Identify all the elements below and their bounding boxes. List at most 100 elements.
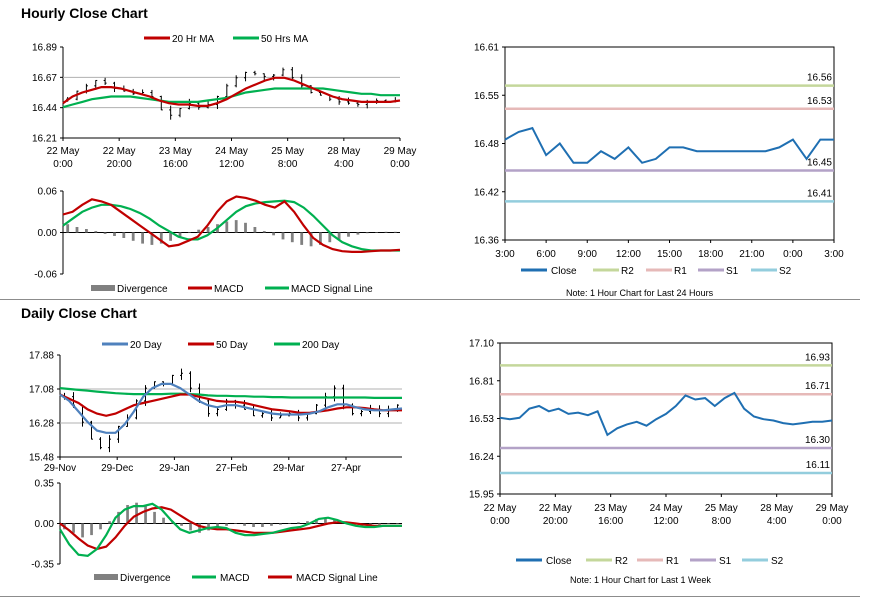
daily-divergence-bar — [297, 522, 300, 524]
daily-divergence-bar — [216, 523, 219, 529]
legend-s1: S1 — [726, 266, 739, 277]
hourly-price-x-tick-label: 22 May — [103, 146, 136, 157]
daily-divergence-bar — [162, 517, 165, 524]
series-20-day-line — [59, 382, 403, 434]
hourly-price-x-tick-label: 8:00 — [278, 159, 298, 170]
hourly-close-y-tick-label: 16.55 — [474, 91, 499, 102]
hourly-divergence-bar — [337, 232, 341, 240]
daily-close-level-s1-label: 16.30 — [805, 435, 830, 446]
daily-section-title: Daily Close Chart — [21, 305, 137, 321]
hourly-close-x-tick-label: 18:00 — [698, 249, 723, 260]
series-50hrs-ma-line — [62, 87, 400, 109]
daily-close-y-tick-label: 16.81 — [469, 376, 494, 387]
hourly-divergence-bar — [188, 232, 191, 233]
hourly-divergence-bar — [262, 231, 266, 233]
daily-close-x-tick-label: 24 May — [650, 503, 683, 514]
hourly-price-x-tick-label: 0:00 — [390, 159, 410, 170]
daily-price-x-tick-label: 29-Jan — [159, 463, 190, 474]
legend-s2: S2 — [779, 266, 792, 277]
hourly-section-title: Hourly Close Chart — [21, 5, 148, 21]
hourly-close-close-line — [504, 126, 834, 164]
hourly-divergence-bar — [159, 232, 163, 244]
legend-signal: MACD Signal Line — [291, 284, 373, 295]
hourly-close-legend: Close R2 R1 S1 S2 Note: 1 Hour Chart for… — [521, 266, 792, 298]
daily-divergence-bar — [324, 517, 327, 524]
hourly-price-x-tick-label: 23 May — [159, 146, 192, 157]
series-200-day-line — [59, 387, 402, 399]
hourly-price-x-tick-label: 25 May — [271, 146, 304, 157]
hourly-divergence-bar — [131, 232, 135, 241]
daily-close-y-tick-label: 16.53 — [469, 414, 494, 425]
daily-close-x-tick-label: 20:00 — [543, 516, 568, 527]
hourly-divergence-bar — [384, 231, 388, 233]
hourly-divergence-bar — [150, 232, 154, 245]
daily-price-y-tick-label: 17.88 — [29, 351, 54, 362]
daily-divergence-bar — [153, 511, 156, 524]
legend-50hrs-ma: 50 Hrs MA — [261, 34, 309, 45]
legend-divergence-swatch — [94, 574, 118, 580]
hourly-macd-y-tick-label: 0.00 — [38, 228, 58, 239]
legend-200-day: 200 Day — [302, 340, 339, 351]
hourly-divergence-bar — [122, 232, 126, 238]
daily-price-x-tick-label: 27-Feb — [216, 463, 248, 474]
hourly-price-x-tick-label: 4:00 — [334, 159, 354, 170]
hourly-close-level-r1-label: 16.53 — [807, 96, 832, 107]
daily-divergence-bar — [387, 523, 390, 524]
legend-20-day: 20 Day — [130, 340, 162, 351]
hourly-close-y-tick-label: 16.61 — [474, 43, 499, 54]
hourly-divergence-bar — [206, 227, 210, 233]
daily-close-x-tick-label: 28 May — [760, 503, 793, 514]
daily-close-x-tick-label: 0:00 — [490, 516, 510, 527]
legend-50-day: 50 Day — [216, 340, 248, 351]
daily-price-x-tick-label: 29-Nov — [44, 463, 76, 474]
bottom-divider — [0, 596, 860, 597]
daily-divergence-bar — [252, 523, 255, 527]
hourly-divergence-bar — [328, 232, 332, 243]
hourly-price-x-tick-label: 22 May — [47, 146, 80, 157]
hourly-divergence-bar — [244, 222, 247, 233]
hourly-close-x-tick-label: 15:00 — [657, 249, 682, 260]
hourly-price-y-tick-label: 16.89 — [32, 43, 57, 54]
daily-price-x-tick-label: 27-Apr — [331, 463, 362, 474]
hourly-macd-y-tick-label: 0.06 — [38, 187, 58, 198]
daily-price-y-tick-label: 17.08 — [29, 385, 54, 396]
daily-close-x-tick-label: 8:00 — [712, 516, 732, 527]
daily-macd-y-tick-label: -0.35 — [31, 560, 54, 571]
legend-20hr-ma: 20 Hr MA — [172, 34, 215, 45]
daily-price-y-tick-label: 16.28 — [29, 419, 54, 430]
hourly-divergence-bar — [281, 232, 285, 240]
hourly-ma-legend: 20 Hr MA 50 Hrs MA — [144, 34, 309, 45]
legend-r1: R1 — [674, 266, 687, 277]
daily-price-x-tick-label: 29-Dec — [101, 463, 133, 474]
daily-divergence-bar — [144, 506, 147, 524]
hourly-close-level-s2-label: 16.41 — [807, 188, 832, 199]
hourly-divergence-bar — [141, 232, 144, 244]
daily-divergence-bar — [198, 523, 201, 533]
daily-divergence-bar — [288, 523, 291, 524]
legend-macd: MACD — [214, 284, 243, 295]
hourly-price-x-tick-label: 28 May — [327, 146, 360, 157]
daily-close-legend: Close R2 R1 S1 S2 Note: 1 Hour Chart for… — [516, 556, 784, 585]
hourly-divergence-bar — [309, 232, 313, 247]
hourly-divergence-bar — [66, 224, 70, 233]
section-divider — [0, 299, 860, 300]
daily-divergence-bar — [333, 518, 336, 524]
series-macd-line — [62, 195, 401, 253]
daily-close-level-r2-label: 16.93 — [805, 352, 830, 363]
hourly-close-x-tick-label: 12:00 — [616, 249, 641, 260]
daily-close-x-tick-label: 22 May — [539, 503, 572, 514]
hourly-divergence-bar — [319, 232, 322, 245]
hourly-divergence-bar — [393, 231, 397, 233]
hourly-close-x-tick-label: 21:00 — [739, 249, 764, 260]
hourly-price-x-tick-label: 12:00 — [219, 159, 244, 170]
hourly-close-y-tick-label: 16.48 — [474, 139, 499, 150]
daily-divergence-bar — [189, 523, 192, 531]
legend-r2: R2 — [621, 266, 634, 277]
legend-s1: S1 — [719, 556, 732, 567]
hourly-note: Note: 1 Hour Chart for Last 24 Hours — [566, 288, 714, 298]
daily-divergence-bar — [90, 523, 93, 536]
hourly-divergence-bar — [178, 232, 182, 237]
hourly-close-x-tick-label: 3:00 — [495, 249, 515, 260]
daily-close-y-tick-label: 16.24 — [469, 452, 494, 463]
